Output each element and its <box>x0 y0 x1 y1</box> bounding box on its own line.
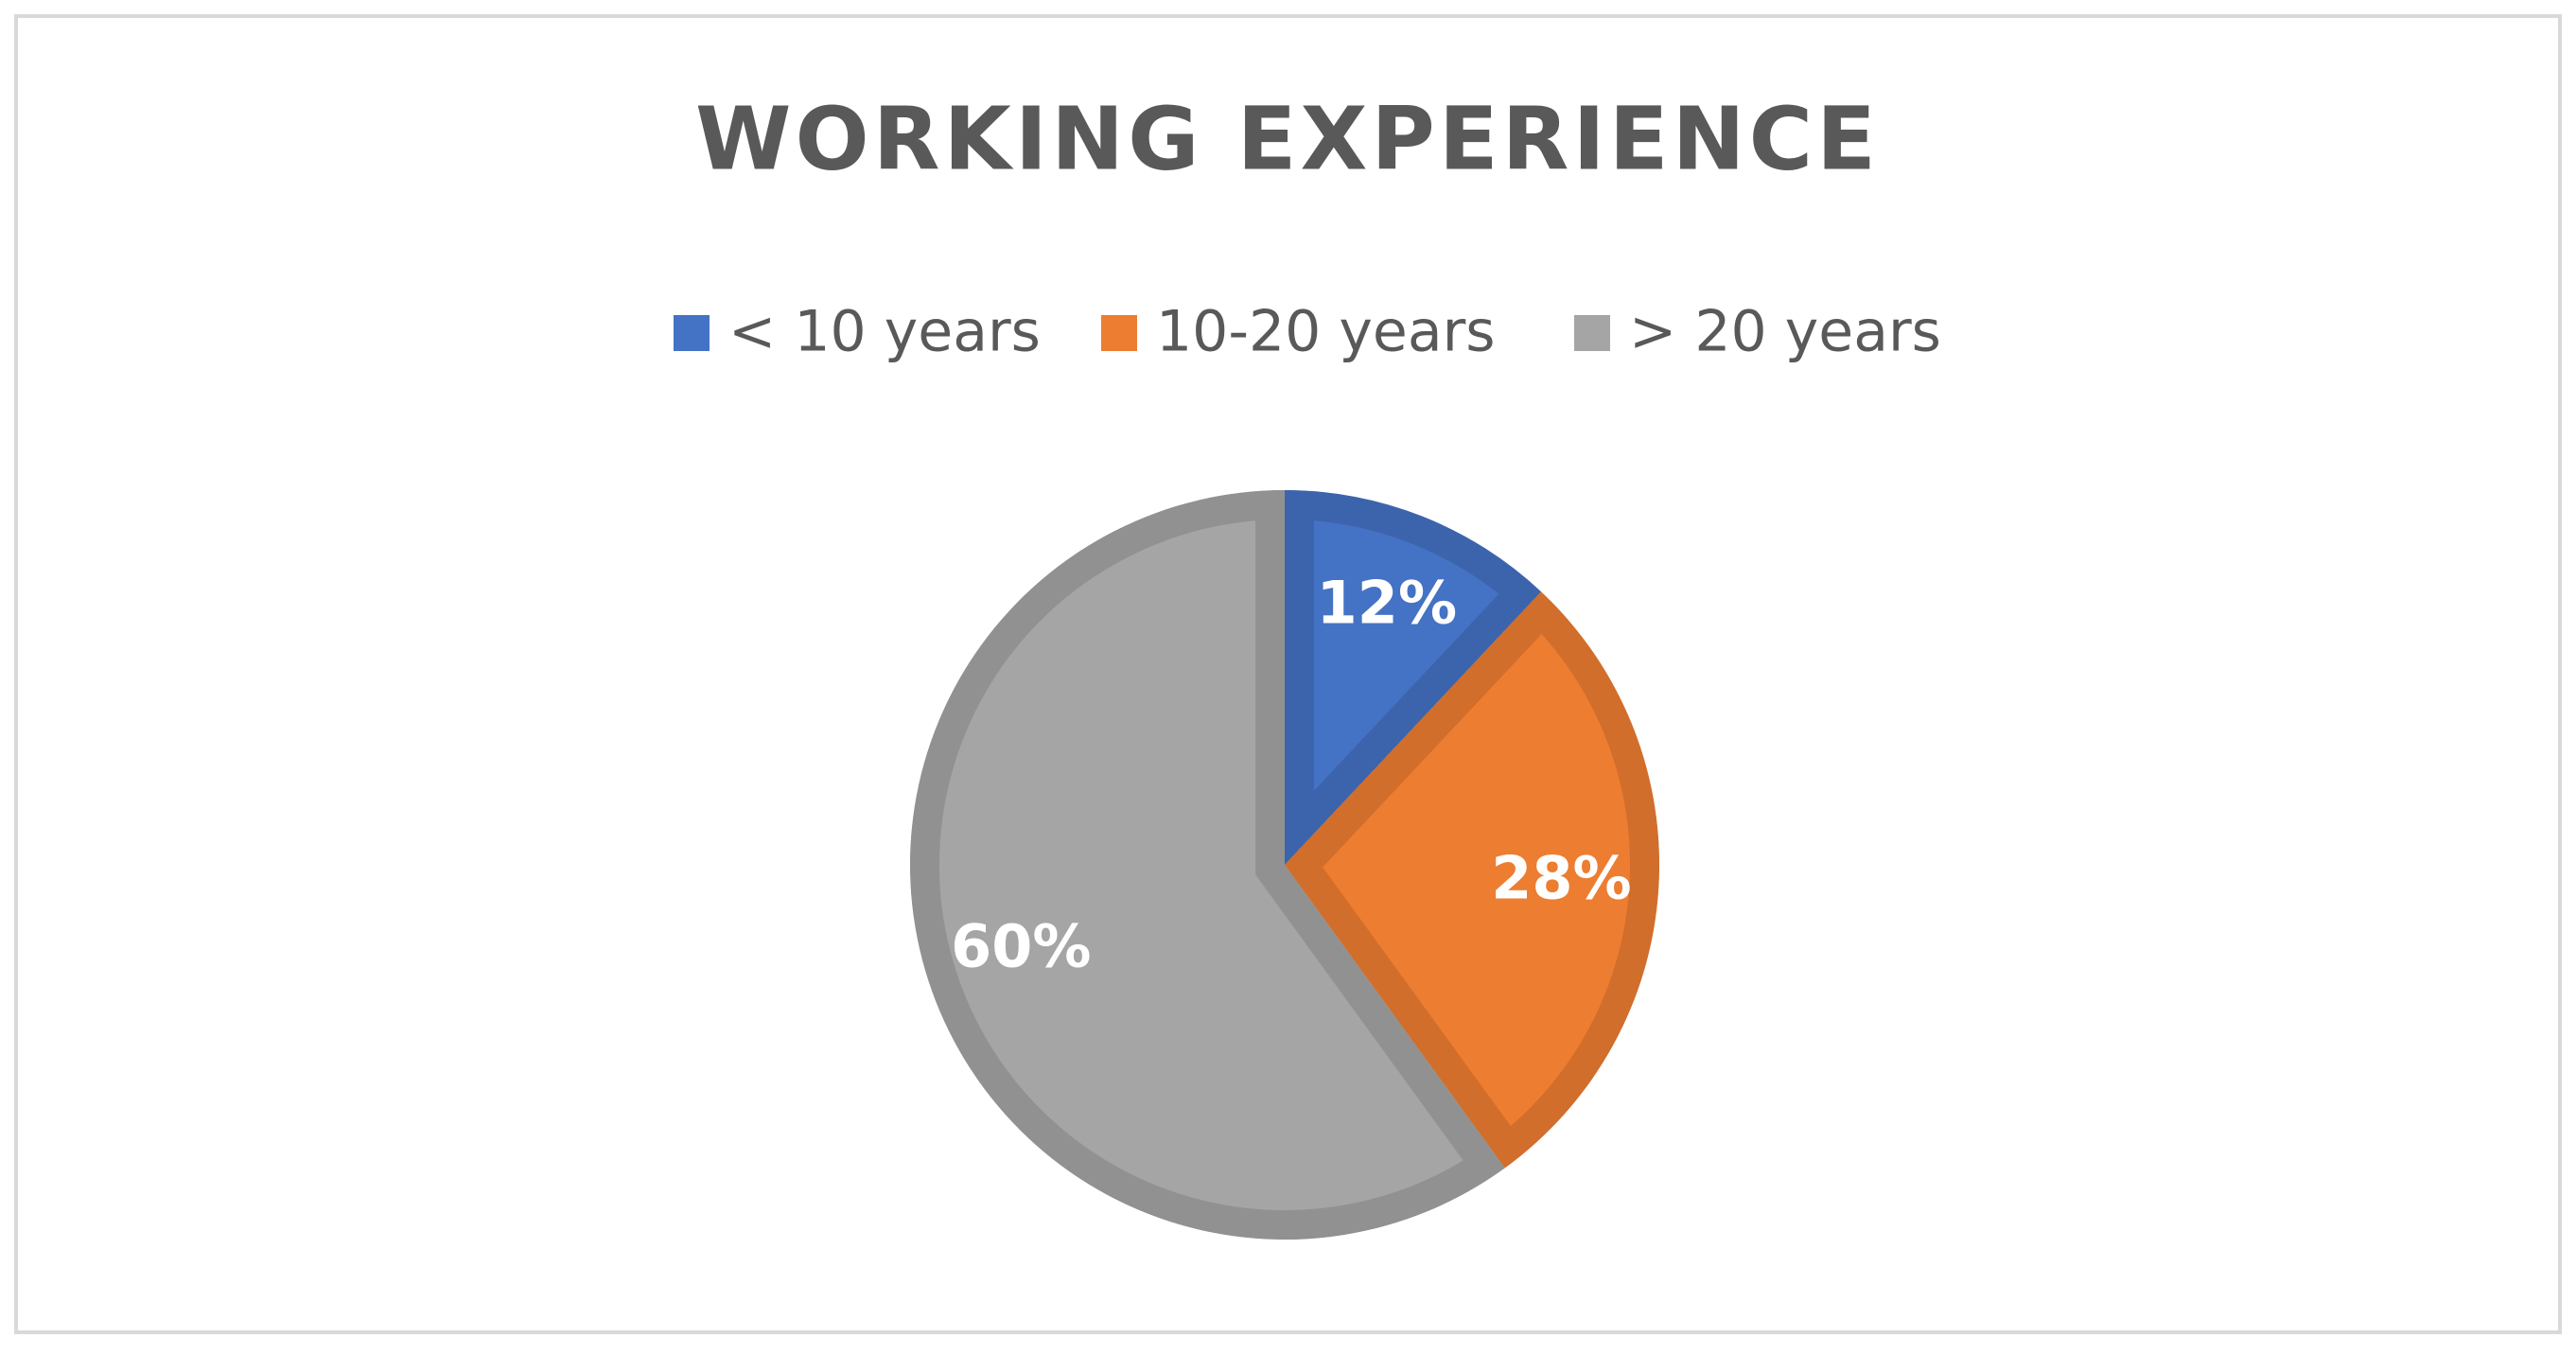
pie-slice <box>1285 490 1542 865</box>
legend-label: < 10 years <box>728 299 1041 365</box>
legend-swatch <box>1574 315 1610 351</box>
pie-slice <box>1285 591 1660 1169</box>
legend-swatch <box>1101 315 1137 351</box>
legend-label: > 20 years <box>1629 299 1941 365</box>
legend-swatch <box>674 315 710 351</box>
pie-slice <box>910 490 1505 1240</box>
data-label: 12% <box>1317 569 1457 638</box>
data-label: 28% <box>1491 843 1631 912</box>
chart-title: WORKING EXPERIENCE <box>695 88 1880 189</box>
data-label: 60% <box>951 912 1091 981</box>
legend-label: 10-20 years <box>1156 299 1496 365</box>
